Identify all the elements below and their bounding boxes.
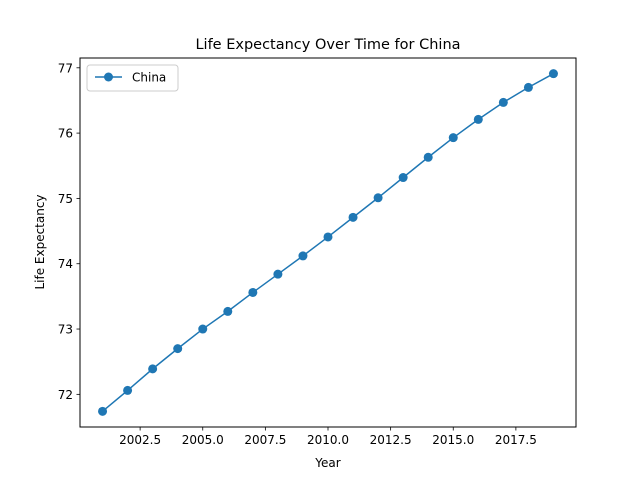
data-point bbox=[523, 82, 533, 92]
legend-entry-label: China bbox=[132, 71, 166, 85]
legend-box bbox=[86, 64, 179, 92]
x-tick-label: 2015.0 bbox=[432, 433, 474, 447]
data-point bbox=[123, 385, 133, 395]
x-tick-label: 2012.5 bbox=[370, 433, 412, 447]
x-tick-label: 2010.0 bbox=[307, 433, 349, 447]
data-point bbox=[373, 193, 383, 203]
x-tick-label: 2007.5 bbox=[244, 433, 286, 447]
data-point bbox=[198, 324, 208, 334]
data-point bbox=[498, 97, 508, 107]
data-point bbox=[348, 212, 358, 222]
y-tick-label: 75 bbox=[58, 192, 73, 206]
data-point bbox=[148, 364, 158, 374]
data-point bbox=[448, 133, 458, 143]
x-tick-label: 2005.0 bbox=[182, 433, 224, 447]
x-axis-label: Year bbox=[314, 456, 340, 470]
x-axis: 2002.5 2005.0 2007.5 2010.0 2012.5 2015.0 2017… bbox=[119, 427, 537, 447]
y-tick-label: 72 bbox=[58, 388, 73, 402]
chart-title: Life Expectancy Over Time for China bbox=[195, 37, 460, 53]
data-point bbox=[223, 306, 233, 316]
legend-marker-swatch bbox=[104, 72, 113, 82]
y-axis-label: Life Expectancy bbox=[33, 194, 47, 289]
legend: China bbox=[86, 64, 179, 92]
plot-area bbox=[98, 69, 558, 416]
data-point bbox=[273, 269, 283, 279]
data-point bbox=[173, 344, 183, 354]
y-axis: 72 73 74 75 76 77 bbox=[58, 61, 80, 402]
y-tick-label: 77 bbox=[58, 61, 73, 75]
y-tick-label: 76 bbox=[58, 127, 73, 141]
data-point bbox=[248, 287, 258, 297]
x-tick-label: 2002.5 bbox=[119, 433, 161, 447]
data-point bbox=[398, 173, 408, 183]
y-tick-label: 74 bbox=[58, 257, 73, 271]
data-point bbox=[323, 232, 333, 242]
data-point bbox=[473, 114, 483, 124]
y-tick-label: 73 bbox=[58, 323, 73, 337]
x-tick-label: 2017.5 bbox=[495, 433, 537, 447]
data-point bbox=[98, 406, 108, 416]
data-point bbox=[548, 69, 558, 79]
data-point bbox=[423, 152, 433, 162]
data-point bbox=[298, 251, 308, 261]
